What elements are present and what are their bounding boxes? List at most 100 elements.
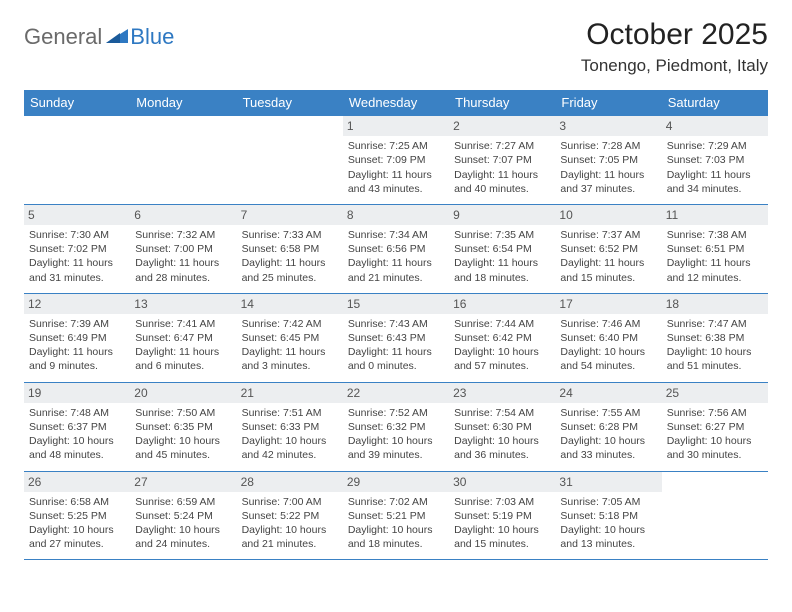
daylight-text: Daylight: 10 hours and 45 minutes. bbox=[135, 434, 231, 462]
sunrise-text: Sunrise: 7:33 AM bbox=[242, 228, 338, 242]
calendar-day-cell: 1Sunrise: 7:25 AMSunset: 7:09 PMDaylight… bbox=[343, 116, 449, 205]
logo-text-general: General bbox=[24, 24, 102, 50]
calendar-day-cell: 15 Sunrise: 7:43 AMSunset: 6:43 PMDayligh… bbox=[343, 293, 449, 382]
daylight-text: Daylight: 10 hours and 51 minutes. bbox=[667, 345, 763, 373]
daylight-text: Daylight: 11 hours and 15 minutes. bbox=[560, 256, 656, 284]
sunrise-text: Sunrise: 7:03 AM bbox=[454, 495, 550, 509]
sunset-text: Sunset: 6:28 PM bbox=[560, 420, 656, 434]
calendar-week-row: 26Sunrise: 6:58 AMSunset: 5:25 PMDayligh… bbox=[24, 471, 768, 560]
calendar-week-row: 5Sunrise: 7:30 AMSunset: 7:02 PMDaylight… bbox=[24, 204, 768, 293]
daylight-text: Daylight: 10 hours and 24 minutes. bbox=[135, 523, 231, 551]
sunrise-text: Sunrise: 7:32 AM bbox=[135, 228, 231, 242]
calendar-week-row: 12Sunrise: 7:39 AMSunset: 6:49 PMDayligh… bbox=[24, 293, 768, 382]
day-number: 10 bbox=[555, 205, 661, 225]
sunrise-text: Sunrise: 7:44 AM bbox=[454, 317, 550, 331]
day-number: 21 bbox=[237, 383, 343, 403]
daylight-text: Daylight: 11 hours and 21 minutes. bbox=[348, 256, 444, 284]
sunrise-text: Sunrise: 7:39 AM bbox=[29, 317, 125, 331]
daylight-text: Daylight: 11 hours and 12 minutes. bbox=[667, 256, 763, 284]
calendar-day-cell bbox=[237, 116, 343, 205]
daylight-text: Daylight: 11 hours and 9 minutes. bbox=[29, 345, 125, 373]
weekday-header: Monday bbox=[130, 90, 236, 116]
daylight-text: Daylight: 10 hours and 13 minutes. bbox=[560, 523, 656, 551]
daylight-text: Daylight: 11 hours and 34 minutes. bbox=[667, 168, 763, 196]
day-number: 18 bbox=[662, 294, 768, 314]
daylight-text: Daylight: 10 hours and 27 minutes. bbox=[29, 523, 125, 551]
sunrise-text: Sunrise: 7:35 AM bbox=[454, 228, 550, 242]
logo-text-blue: Blue bbox=[130, 24, 174, 50]
calendar-day-cell: 28Sunrise: 7:00 AMSunset: 5:22 PMDayligh… bbox=[237, 471, 343, 560]
weekday-header: Friday bbox=[555, 90, 661, 116]
calendar-day-cell: 4Sunrise: 7:29 AMSunset: 7:03 PMDaylight… bbox=[662, 116, 768, 205]
sunset-text: Sunset: 5:24 PM bbox=[135, 509, 231, 523]
calendar-day-cell: 9Sunrise: 7:35 AMSunset: 6:54 PMDaylight… bbox=[449, 204, 555, 293]
sunset-text: Sunset: 7:07 PM bbox=[454, 153, 550, 167]
calendar-day-cell: 25Sunrise: 7:56 AMSunset: 6:27 PMDayligh… bbox=[662, 382, 768, 471]
day-number: 6 bbox=[130, 205, 236, 225]
sunrise-text: Sunrise: 6:58 AM bbox=[29, 495, 125, 509]
calendar-day-cell: 18 Sunrise: 7:47 AMSunset: 6:38 PMDayligh… bbox=[662, 293, 768, 382]
calendar-day-cell: 6Sunrise: 7:32 AMSunset: 7:00 PMDaylight… bbox=[130, 204, 236, 293]
weekday-header: Saturday bbox=[662, 90, 768, 116]
sunrise-text: Sunrise: 7:43 AM bbox=[348, 317, 444, 331]
calendar-day-cell: 21Sunrise: 7:51 AMSunset: 6:33 PMDayligh… bbox=[237, 382, 343, 471]
calendar-day-cell: 24Sunrise: 7:55 AMSunset: 6:28 PMDayligh… bbox=[555, 382, 661, 471]
sunset-text: Sunset: 6:40 PM bbox=[560, 331, 656, 345]
sunset-text: Sunset: 6:43 PM bbox=[348, 331, 444, 345]
sunrise-text: Sunrise: 7:50 AM bbox=[135, 406, 231, 420]
logo-triangle-icon bbox=[106, 27, 128, 48]
daylight-text: Daylight: 11 hours and 28 minutes. bbox=[135, 256, 231, 284]
daylight-text: Daylight: 11 hours and 6 minutes. bbox=[135, 345, 231, 373]
sunrise-text: Sunrise: 7:42 AM bbox=[242, 317, 338, 331]
calendar-day-cell bbox=[662, 471, 768, 560]
sunrise-text: Sunrise: 7:25 AM bbox=[348, 139, 444, 153]
weekday-header-row: Sunday Monday Tuesday Wednesday Thursday… bbox=[24, 90, 768, 116]
day-number: 29 bbox=[343, 472, 449, 492]
sunset-text: Sunset: 6:38 PM bbox=[667, 331, 763, 345]
sunrise-text: Sunrise: 7:47 AM bbox=[667, 317, 763, 331]
day-number: 16 bbox=[449, 294, 555, 314]
calendar-week-row: 19Sunrise: 7:48 AMSunset: 6:37 PMDayligh… bbox=[24, 382, 768, 471]
day-number: 7 bbox=[237, 205, 343, 225]
logo: General Blue bbox=[24, 24, 174, 50]
sunset-text: Sunset: 6:45 PM bbox=[242, 331, 338, 345]
calendar-day-cell: 23Sunrise: 7:54 AMSunset: 6:30 PMDayligh… bbox=[449, 382, 555, 471]
daylight-text: Daylight: 11 hours and 0 minutes. bbox=[348, 345, 444, 373]
sunset-text: Sunset: 6:56 PM bbox=[348, 242, 444, 256]
calendar-day-cell: 31Sunrise: 7:05 AMSunset: 5:18 PMDayligh… bbox=[555, 471, 661, 560]
sunrise-text: Sunrise: 7:48 AM bbox=[29, 406, 125, 420]
calendar-day-cell: 16 Sunrise: 7:44 AMSunset: 6:42 PMDayligh… bbox=[449, 293, 555, 382]
calendar-week-row: 1Sunrise: 7:25 AMSunset: 7:09 PMDaylight… bbox=[24, 116, 768, 205]
sunrise-text: Sunrise: 7:05 AM bbox=[560, 495, 656, 509]
daylight-text: Daylight: 11 hours and 43 minutes. bbox=[348, 168, 444, 196]
sunset-text: Sunset: 6:33 PM bbox=[242, 420, 338, 434]
weekday-header: Wednesday bbox=[343, 90, 449, 116]
calendar-day-cell: 14Sunrise: 7:42 AMSunset: 6:45 PMDayligh… bbox=[237, 293, 343, 382]
sunset-text: Sunset: 5:25 PM bbox=[29, 509, 125, 523]
sunset-text: Sunset: 5:18 PM bbox=[560, 509, 656, 523]
day-number: 26 bbox=[24, 472, 130, 492]
sunset-text: Sunset: 7:02 PM bbox=[29, 242, 125, 256]
calendar-day-cell: 20Sunrise: 7:50 AMSunset: 6:35 PMDayligh… bbox=[130, 382, 236, 471]
sunrise-text: Sunrise: 7:00 AM bbox=[242, 495, 338, 509]
sunrise-text: Sunrise: 7:52 AM bbox=[348, 406, 444, 420]
daylight-text: Daylight: 10 hours and 48 minutes. bbox=[29, 434, 125, 462]
calendar-day-cell: 2Sunrise: 7:27 AMSunset: 7:07 PMDaylight… bbox=[449, 116, 555, 205]
location-label: Tonengo, Piedmont, Italy bbox=[581, 56, 768, 76]
daylight-text: Daylight: 11 hours and 37 minutes. bbox=[560, 168, 656, 196]
day-number: 22 bbox=[343, 383, 449, 403]
sunrise-text: Sunrise: 7:29 AM bbox=[667, 139, 763, 153]
sunrise-text: Sunrise: 7:37 AM bbox=[560, 228, 656, 242]
sunrise-text: Sunrise: 7:41 AM bbox=[135, 317, 231, 331]
daylight-text: Daylight: 10 hours and 42 minutes. bbox=[242, 434, 338, 462]
sunrise-text: Sunrise: 7:28 AM bbox=[560, 139, 656, 153]
day-number: 14 bbox=[237, 294, 343, 314]
sunset-text: Sunset: 6:42 PM bbox=[454, 331, 550, 345]
daylight-text: Daylight: 10 hours and 57 minutes. bbox=[454, 345, 550, 373]
daylight-text: Daylight: 10 hours and 36 minutes. bbox=[454, 434, 550, 462]
day-number: 13 bbox=[130, 294, 236, 314]
day-number: 15 bbox=[343, 294, 449, 314]
daylight-text: Daylight: 11 hours and 18 minutes. bbox=[454, 256, 550, 284]
weekday-header: Sunday bbox=[24, 90, 130, 116]
weekday-header: Thursday bbox=[449, 90, 555, 116]
